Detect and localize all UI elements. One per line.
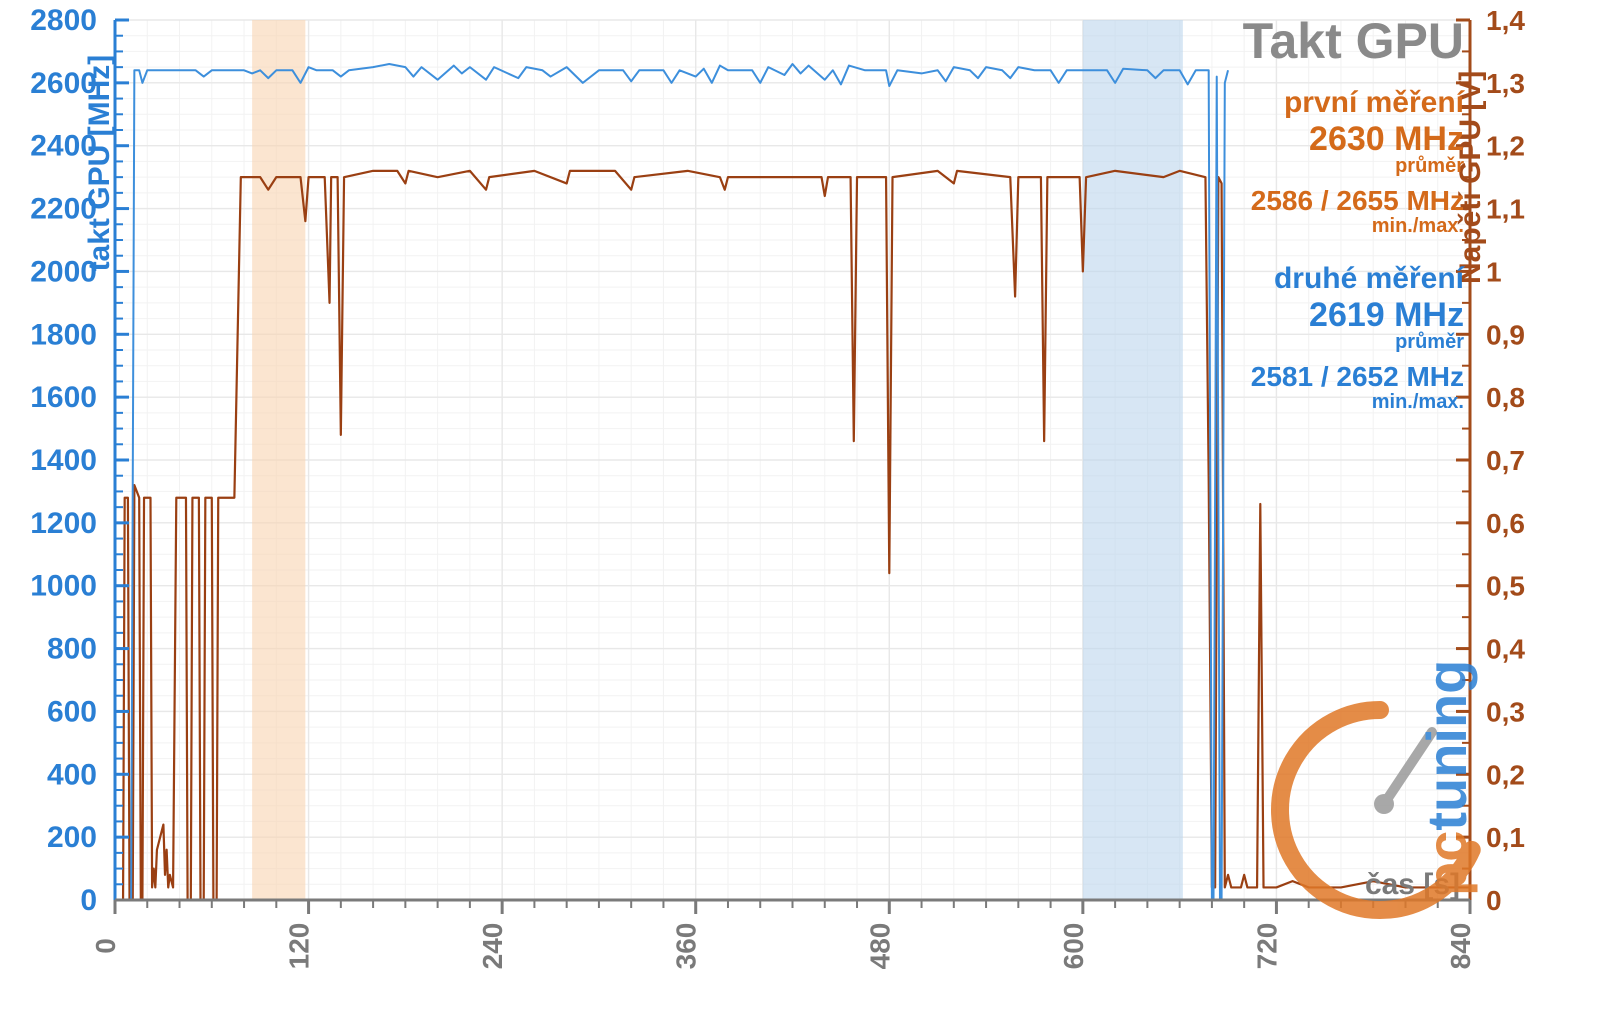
chart-title: Takt GPU (1243, 13, 1464, 69)
y-right-tick-label: 0,1 (1486, 822, 1525, 853)
x-tick-label: 840 (1445, 923, 1476, 970)
x-tick-label: 720 (1251, 923, 1282, 970)
annotation-text: 2630 MHz (1309, 120, 1464, 158)
annotation-text: průměr (1395, 331, 1464, 353)
y-right-tick-label: 0,8 (1486, 382, 1525, 413)
y-left-tick-label: 1600 (30, 381, 97, 414)
annotation-text: 2619 MHz (1309, 296, 1464, 334)
y-left-tick-label: 200 (47, 821, 97, 854)
y-left-tick-label: 600 (47, 695, 97, 728)
y-right-tick-label: 1 (1486, 256, 1502, 287)
x-tick-label: 240 (477, 923, 508, 970)
x-tick-label: 360 (671, 923, 702, 970)
annotation-text: průměr (1395, 155, 1464, 177)
y-left-tick-label: 800 (47, 633, 97, 666)
y-left-tick-label: 1800 (30, 318, 97, 351)
y-right-tick-label: 0 (1486, 885, 1502, 916)
y-left-tick-label: 400 (47, 758, 97, 791)
annotation-text: první měření (1284, 86, 1466, 119)
y-right-tick-label: 0,9 (1486, 319, 1525, 350)
chart-container: 0200400600800100012001400160018002000220… (0, 0, 1600, 1009)
y-right-tick-label: 0,3 (1486, 696, 1525, 727)
annotation-text: druhé měření (1274, 262, 1466, 295)
y-left-tick-label: 2800 (30, 4, 97, 37)
y-left-tick-label: 1200 (30, 507, 97, 540)
x-tick-label: 600 (1058, 923, 1089, 970)
y-left-axis-title: takt GPU [MHz] (83, 55, 116, 272)
y-right-tick-label: 0,5 (1486, 571, 1525, 602)
y-left-tick-label: 0 (80, 884, 97, 917)
annotation-text: 2581 / 2652 MHz (1251, 361, 1464, 392)
y-right-tick-label: 0,6 (1486, 508, 1525, 539)
highlight-band (1083, 20, 1183, 900)
y-right-tick-label: 0,7 (1486, 445, 1525, 476)
annotation-text: min./max. (1372, 391, 1464, 413)
x-tick-label: 480 (864, 923, 895, 970)
y-left-tick-label: 1000 (30, 570, 97, 603)
y-right-tick-label: 1,4 (1486, 5, 1525, 36)
y-right-tick-label: 1,2 (1486, 131, 1525, 162)
y-right-tick-label: 1,1 (1486, 194, 1525, 225)
annotation-text: 2586 / 2655 MHz (1251, 185, 1464, 216)
x-tick-label: 120 (284, 923, 315, 970)
svg-text:pctuning: pctuning (1415, 660, 1478, 896)
y-right-tick-label: 0,4 (1486, 634, 1525, 665)
y-right-tick-label: 1,3 (1486, 68, 1525, 99)
annotation-text: min./max. (1372, 215, 1464, 237)
chart-svg: 0200400600800100012001400160018002000220… (0, 0, 1600, 1009)
x-tick-label: 0 (90, 938, 121, 954)
y-left-tick-label: 1400 (30, 444, 97, 477)
y-right-tick-label: 0,2 (1486, 759, 1525, 790)
highlight-band (252, 20, 305, 900)
